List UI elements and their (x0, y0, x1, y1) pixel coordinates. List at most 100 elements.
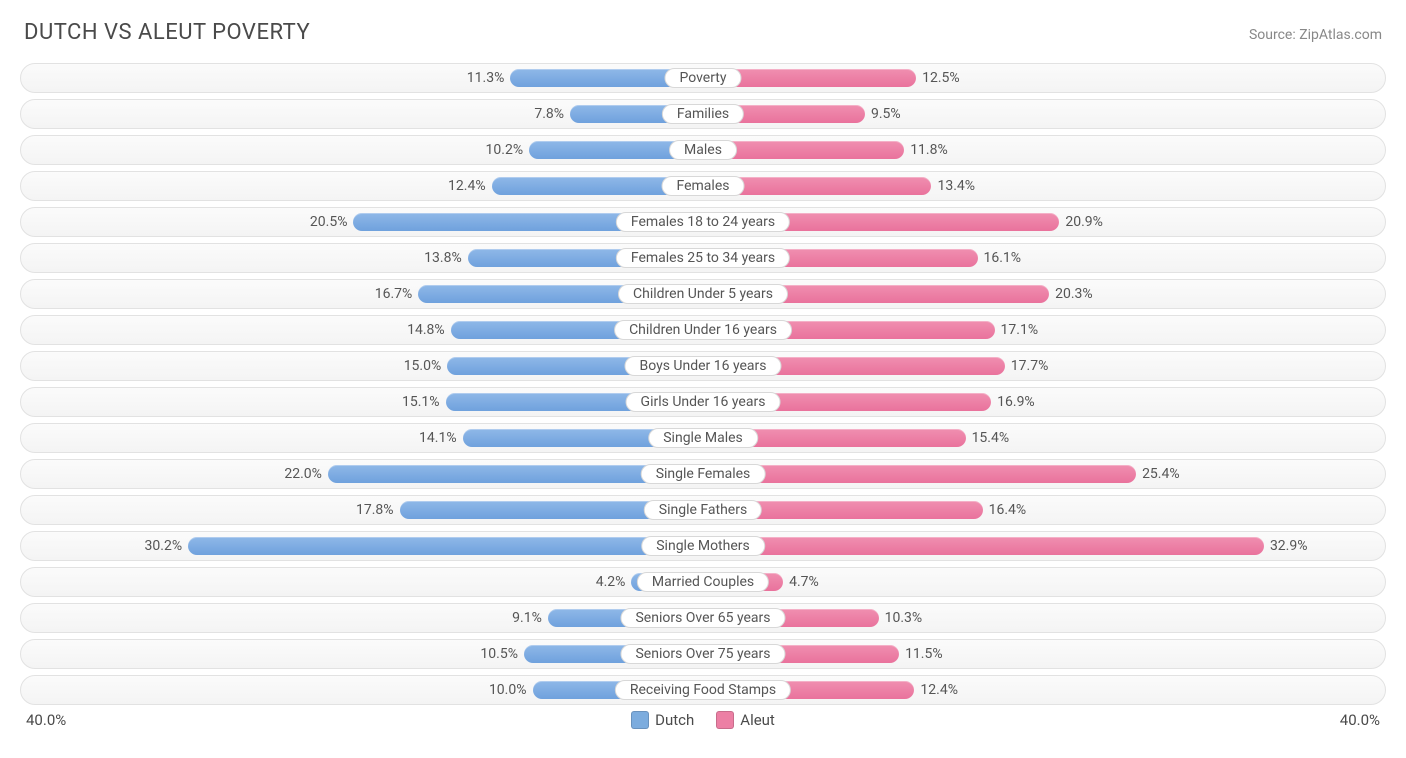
category-pill: Single Fathers (644, 500, 762, 520)
bar-container-left: 12.4% (21, 172, 703, 200)
bar-container-right: 15.4% (703, 424, 1385, 452)
chart-footer: 40.0% Dutch Aleut 40.0% (20, 711, 1386, 729)
chart-row: 9.1% 10.3% Seniors Over 65 years (20, 603, 1386, 633)
bar-container-right: 12.4% (703, 676, 1385, 704)
chart-row: 16.7% 20.3% Children Under 5 years (20, 279, 1386, 309)
bar-container-left: 16.7% (21, 280, 703, 308)
bar-container-left: 17.8% (21, 496, 703, 524)
value-right: 10.3% (885, 610, 923, 626)
chart-row: 4.2% 4.7% Married Couples (20, 567, 1386, 597)
chart-row: 15.1%16.9%Girls Under 16 years (20, 387, 1386, 417)
value-right: 25.4% (1142, 466, 1180, 482)
bar-container-left: 14.8% (21, 316, 703, 344)
bar-container-right: 32.9% (703, 532, 1385, 560)
value-left: 17.8% (356, 502, 394, 518)
legend-swatch-aleut (716, 711, 734, 729)
bar-container-right: 17.7% (703, 352, 1385, 380)
category-pill: Receiving Food Stamps (615, 680, 791, 700)
bar-container-left: 11.3% (21, 64, 703, 92)
value-right: 4.7% (789, 574, 819, 590)
chart-row: 15.0%17.7%Boys Under 16 years (20, 351, 1386, 381)
bar-container-left: 22.0% (21, 460, 703, 488)
value-right: 16.4% (989, 502, 1027, 518)
value-right: 15.4% (972, 430, 1010, 446)
chart-row: 14.8% 17.1% Children Under 16 years (20, 315, 1386, 345)
chart-row: 17.8% 16.4% Single Fathers (20, 495, 1386, 525)
category-pill: Children Under 16 years (614, 320, 792, 340)
bar-right (703, 537, 1264, 555)
category-pill: Poverty (664, 68, 741, 88)
chart-header: DUTCH VS ALEUT POVERTY Source: ZipAtlas.… (20, 20, 1386, 45)
bar-container-right: 16.1% (703, 244, 1385, 272)
chart-row: 11.3% 12.5% Poverty (20, 63, 1386, 93)
value-left: 10.5% (480, 646, 518, 662)
bar-container-left: 30.2% (21, 532, 703, 560)
bar-container-right: 9.5% (703, 100, 1385, 128)
value-left: 7.8% (534, 106, 564, 122)
category-pill: Seniors Over 75 years (620, 644, 785, 664)
category-pill: Seniors Over 65 years (620, 608, 785, 628)
legend: Dutch Aleut (631, 711, 775, 729)
bar-left (188, 537, 703, 555)
bar-container-left: 7.8% (21, 100, 703, 128)
value-left: 14.1% (419, 430, 457, 446)
bar-container-right: 17.1% (703, 316, 1385, 344)
legend-label-aleut: Aleut (740, 711, 775, 729)
bar-container-right: 11.8% (703, 136, 1385, 164)
bar-container-right: 10.3% (703, 604, 1385, 632)
bar-container-left: 10.5% (21, 640, 703, 668)
bar-container-right: 13.4% (703, 172, 1385, 200)
axis-max-left: 40.0% (26, 711, 66, 729)
chart-row: 7.8% 9.5% Families (20, 99, 1386, 129)
bar-container-right: 20.3% (703, 280, 1385, 308)
axis-max-right: 40.0% (1340, 711, 1380, 729)
bar-container-left: 9.1% (21, 604, 703, 632)
bar-container-right: 16.4% (703, 496, 1385, 524)
value-left: 10.2% (486, 142, 524, 158)
chart-row: 12.4%13.4%Females (20, 171, 1386, 201)
bar-container-left: 20.5% (21, 208, 703, 236)
bar-container-right: 12.5% (703, 64, 1385, 92)
chart-title: DUTCH VS ALEUT POVERTY (24, 20, 310, 45)
category-pill: Females 25 to 34 years (616, 248, 790, 268)
legend-label-dutch: Dutch (655, 711, 694, 729)
value-right: 17.1% (1001, 322, 1039, 338)
value-left: 15.0% (404, 358, 442, 374)
bar-container-left: 10.0% (21, 676, 703, 704)
chart-row: 13.8% 16.1%Females 25 to 34 years (20, 243, 1386, 273)
bar-container-left: 10.2% (21, 136, 703, 164)
bar-container-right: 20.9% (703, 208, 1385, 236)
legend-item-dutch: Dutch (631, 711, 694, 729)
category-pill: Families (662, 104, 744, 124)
value-left: 11.3% (467, 70, 505, 86)
value-right: 9.5% (871, 106, 901, 122)
diverging-bar-chart: 11.3% 12.5% Poverty 7.8% 9.5% Families 10.2% 11… (20, 63, 1386, 705)
category-pill: Girls Under 16 years (626, 392, 781, 412)
bar-container-left: 14.1% (21, 424, 703, 452)
category-pill: Children Under 5 years (618, 284, 788, 304)
value-right: 20.3% (1055, 286, 1093, 302)
value-right: 11.8% (910, 142, 948, 158)
value-left: 20.5% (310, 214, 348, 230)
value-right: 16.9% (997, 394, 1035, 410)
category-pill: Females (662, 176, 745, 196)
value-right: 12.5% (922, 70, 960, 86)
value-left: 4.2% (596, 574, 626, 590)
bar-container-right: 4.7% (703, 568, 1385, 596)
value-left: 13.8% (424, 250, 462, 266)
chart-row: 10.0%12.4%Receiving Food Stamps (20, 675, 1386, 705)
category-pill: Married Couples (637, 572, 769, 592)
chart-row: 14.1%15.4%Single Males (20, 423, 1386, 453)
value-right: 32.9% (1270, 538, 1308, 554)
legend-item-aleut: Aleut (716, 711, 775, 729)
category-pill: Males (669, 140, 737, 160)
value-left: 30.2% (145, 538, 183, 554)
bar-container-right: 16.9% (703, 388, 1385, 416)
value-left: 14.8% (407, 322, 445, 338)
category-pill: Females 18 to 24 years (616, 212, 790, 232)
bar-right (703, 465, 1136, 483)
category-pill: Single Females (641, 464, 766, 484)
value-right: 20.9% (1065, 214, 1103, 230)
value-right: 11.5% (905, 646, 943, 662)
bar-container-left: 13.8% (21, 244, 703, 272)
